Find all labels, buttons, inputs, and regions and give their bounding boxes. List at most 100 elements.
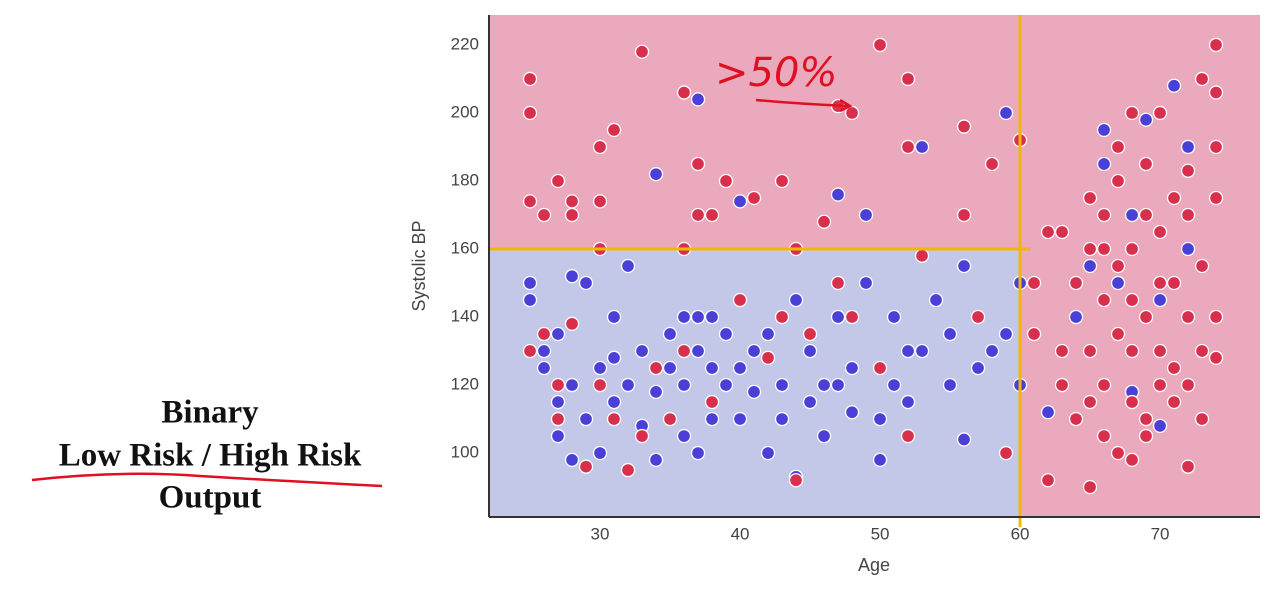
point bbox=[1124, 452, 1140, 468]
point bbox=[522, 105, 538, 121]
x-tick-label: 30 bbox=[591, 524, 610, 543]
x-tick-label: 60 bbox=[1011, 524, 1030, 543]
point bbox=[1124, 207, 1140, 223]
point bbox=[830, 275, 846, 291]
point bbox=[816, 377, 832, 393]
point bbox=[648, 360, 664, 376]
point bbox=[886, 309, 902, 325]
point bbox=[648, 452, 664, 468]
point bbox=[676, 309, 692, 325]
point bbox=[1194, 71, 1210, 87]
point bbox=[522, 71, 538, 87]
point bbox=[830, 377, 846, 393]
point bbox=[634, 428, 650, 444]
point bbox=[1082, 343, 1098, 359]
point bbox=[536, 343, 552, 359]
point bbox=[774, 173, 790, 189]
point bbox=[718, 173, 734, 189]
point bbox=[550, 173, 566, 189]
y-tick-label: 140 bbox=[451, 307, 479, 326]
point bbox=[690, 207, 706, 223]
point bbox=[648, 384, 664, 399]
point bbox=[564, 194, 580, 209]
point bbox=[690, 343, 706, 359]
point bbox=[830, 309, 846, 325]
side-text: Binary bbox=[161, 395, 259, 431]
point bbox=[592, 360, 608, 376]
point bbox=[522, 194, 538, 209]
point bbox=[550, 428, 566, 444]
point bbox=[1096, 241, 1112, 257]
point bbox=[1068, 411, 1084, 427]
point bbox=[844, 309, 860, 325]
point bbox=[1026, 326, 1042, 342]
point bbox=[732, 360, 748, 376]
point bbox=[1138, 411, 1154, 427]
point bbox=[676, 343, 692, 359]
point bbox=[872, 411, 888, 427]
point bbox=[1082, 258, 1098, 274]
point bbox=[704, 411, 720, 427]
point bbox=[956, 207, 972, 223]
point bbox=[1110, 445, 1126, 461]
side-text: Output bbox=[159, 480, 262, 516]
point bbox=[1180, 459, 1196, 474]
point bbox=[1180, 377, 1196, 393]
point bbox=[844, 405, 860, 420]
point bbox=[1208, 139, 1224, 155]
point bbox=[1152, 292, 1168, 308]
point bbox=[550, 411, 566, 427]
point bbox=[1138, 156, 1154, 172]
point bbox=[1124, 241, 1140, 257]
x-tick-label: 70 bbox=[1151, 524, 1170, 543]
point bbox=[844, 360, 860, 376]
y-tick-label: 220 bbox=[451, 34, 479, 53]
point bbox=[648, 167, 664, 182]
point bbox=[1180, 309, 1196, 325]
point bbox=[732, 292, 748, 308]
point bbox=[578, 275, 594, 291]
point bbox=[746, 190, 762, 206]
underline bbox=[31, 472, 383, 488]
point bbox=[1082, 479, 1098, 495]
point bbox=[1152, 105, 1168, 121]
point bbox=[1110, 326, 1126, 342]
point bbox=[1082, 190, 1098, 206]
point bbox=[914, 139, 930, 155]
point bbox=[1110, 258, 1126, 274]
point bbox=[1152, 275, 1168, 291]
point bbox=[550, 326, 566, 342]
point bbox=[592, 194, 608, 209]
point bbox=[676, 428, 692, 444]
point bbox=[1138, 428, 1154, 444]
point bbox=[1110, 173, 1126, 189]
point bbox=[998, 105, 1014, 121]
point bbox=[900, 428, 916, 444]
point bbox=[844, 105, 860, 121]
point bbox=[606, 394, 622, 410]
point bbox=[606, 411, 622, 427]
point bbox=[1068, 309, 1084, 325]
point bbox=[620, 462, 636, 478]
point bbox=[564, 452, 580, 468]
point bbox=[872, 452, 888, 468]
annotation-arrow bbox=[755, 98, 853, 113]
point bbox=[984, 156, 1000, 172]
point bbox=[956, 119, 972, 134]
point bbox=[886, 377, 902, 393]
point bbox=[1180, 163, 1196, 178]
point bbox=[1180, 241, 1196, 257]
point bbox=[1194, 411, 1210, 427]
point bbox=[774, 411, 790, 427]
point bbox=[1166, 78, 1182, 93]
point bbox=[1054, 377, 1070, 393]
point bbox=[816, 428, 832, 444]
point bbox=[1110, 275, 1126, 291]
point bbox=[914, 248, 930, 263]
point bbox=[690, 92, 706, 107]
point bbox=[914, 343, 930, 359]
point bbox=[970, 309, 986, 325]
annotation: >50% bbox=[715, 50, 837, 96]
point bbox=[1152, 224, 1168, 240]
point bbox=[592, 139, 608, 155]
